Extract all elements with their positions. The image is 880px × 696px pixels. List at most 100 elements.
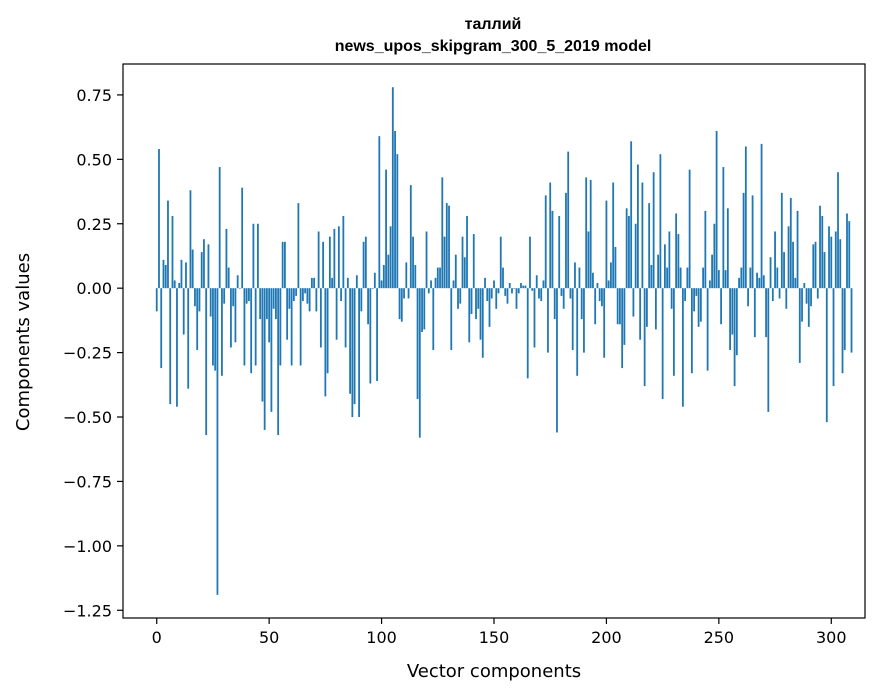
bar-component-20 bbox=[200, 252, 203, 289]
bar-component-292 bbox=[812, 244, 815, 289]
bar-component-198 bbox=[601, 288, 603, 307]
bar-component-109 bbox=[400, 288, 403, 322]
bar-component-277 bbox=[778, 288, 781, 299]
bar-component-113 bbox=[409, 185, 412, 289]
bar-component-4 bbox=[164, 264, 167, 289]
bar-component-59 bbox=[288, 288, 291, 309]
bar-component-290 bbox=[807, 288, 810, 327]
bar-component-112 bbox=[407, 288, 410, 299]
bar-component-52 bbox=[272, 288, 275, 309]
bar-component-241 bbox=[697, 288, 700, 327]
bar-component-187 bbox=[576, 288, 579, 376]
bar-component-196 bbox=[596, 283, 599, 289]
bar-component-236 bbox=[686, 267, 689, 289]
bar-component-308 bbox=[848, 221, 851, 289]
bar-component-271 bbox=[765, 288, 767, 338]
bar-component-176 bbox=[551, 210, 554, 289]
bar-component-208 bbox=[623, 288, 626, 345]
bar-component-260 bbox=[740, 267, 743, 289]
bar-component-98 bbox=[376, 288, 378, 381]
bar-component-58 bbox=[286, 288, 289, 340]
bar-component-180 bbox=[560, 288, 563, 296]
x-tick-label: 250 bbox=[704, 628, 735, 647]
bar-component-115 bbox=[414, 264, 417, 289]
bar-component-110 bbox=[403, 288, 405, 299]
bar-component-5 bbox=[167, 200, 169, 289]
bar-component-79 bbox=[333, 228, 336, 289]
bar-component-283 bbox=[792, 241, 794, 289]
bar-component-76 bbox=[326, 288, 329, 374]
bar-component-186 bbox=[574, 262, 576, 289]
bar-component-268 bbox=[758, 277, 761, 289]
bar-component-240 bbox=[695, 288, 698, 296]
bar-component-217 bbox=[643, 288, 646, 387]
bar-component-296 bbox=[821, 216, 824, 289]
bar-component-138 bbox=[466, 216, 468, 289]
bar-component-200 bbox=[605, 200, 608, 289]
bar-component-285 bbox=[796, 210, 799, 289]
bar-component-195 bbox=[594, 288, 597, 325]
bar-component-144 bbox=[479, 288, 482, 340]
bar-component-299 bbox=[828, 226, 830, 289]
bar-component-12 bbox=[182, 288, 185, 335]
bar-component-304 bbox=[839, 239, 842, 289]
bar-component-158 bbox=[511, 288, 513, 294]
bar-component-35 bbox=[234, 288, 237, 343]
bar-component-262 bbox=[744, 146, 747, 289]
bar-component-63 bbox=[297, 203, 300, 289]
bar-component-295 bbox=[819, 205, 821, 289]
bar-component-218 bbox=[646, 288, 648, 327]
bar-component-263 bbox=[747, 288, 749, 307]
bar-component-47 bbox=[261, 288, 264, 402]
bar-component-107 bbox=[396, 154, 399, 289]
bar-component-230 bbox=[672, 288, 675, 376]
bar-component-41 bbox=[248, 288, 250, 302]
bar-component-279 bbox=[783, 252, 785, 289]
bar-component-297 bbox=[823, 252, 826, 289]
bar-component-104 bbox=[389, 226, 392, 289]
bar-component-306 bbox=[843, 288, 846, 351]
bar-component-294 bbox=[816, 288, 819, 299]
bar-component-173 bbox=[544, 195, 547, 289]
bar-component-136 bbox=[461, 236, 464, 289]
bar-component-101 bbox=[382, 264, 385, 289]
bar-component-214 bbox=[637, 164, 639, 289]
bar-component-33 bbox=[230, 288, 232, 348]
bar-component-114 bbox=[412, 236, 414, 289]
chart-subtitle: news_upos_skipgram_300_5_2019 model bbox=[335, 38, 652, 55]
bar-component-160 bbox=[515, 288, 518, 309]
bar-component-100 bbox=[380, 280, 383, 289]
bar-component-183 bbox=[567, 151, 570, 289]
bar-component-261 bbox=[742, 192, 745, 289]
bar-component-34 bbox=[232, 288, 235, 307]
bar-component-185 bbox=[571, 288, 574, 351]
x-tick-label: 300 bbox=[816, 628, 847, 647]
bar-component-70 bbox=[313, 277, 316, 289]
bar-component-245 bbox=[706, 288, 709, 371]
bar-component-226 bbox=[663, 244, 666, 289]
bar-component-96 bbox=[371, 288, 374, 289]
bar-component-229 bbox=[670, 288, 673, 309]
bar-component-143 bbox=[477, 288, 480, 309]
bar-component-126 bbox=[439, 267, 441, 289]
bar-component-124 bbox=[434, 277, 437, 289]
bar-component-31 bbox=[225, 228, 228, 289]
bar-component-13 bbox=[185, 262, 187, 289]
bar-component-156 bbox=[506, 288, 509, 304]
bar-component-89 bbox=[355, 275, 358, 289]
y-tick-label: −0.75 bbox=[63, 472, 112, 491]
bar-component-14 bbox=[187, 288, 190, 389]
bar-component-57 bbox=[283, 241, 286, 289]
bar-component-69 bbox=[310, 277, 313, 289]
bar-component-64 bbox=[299, 288, 302, 366]
bar-component-51 bbox=[270, 288, 273, 412]
bar-component-199 bbox=[603, 288, 606, 358]
bar-component-224 bbox=[659, 154, 662, 289]
bar-component-40 bbox=[245, 288, 248, 304]
bar-component-129 bbox=[445, 203, 448, 289]
bar-component-300 bbox=[830, 236, 833, 289]
bar-component-29 bbox=[221, 288, 223, 376]
bar-component-210 bbox=[628, 216, 630, 289]
bar-component-305 bbox=[841, 288, 844, 374]
bar-component-67 bbox=[306, 288, 309, 304]
